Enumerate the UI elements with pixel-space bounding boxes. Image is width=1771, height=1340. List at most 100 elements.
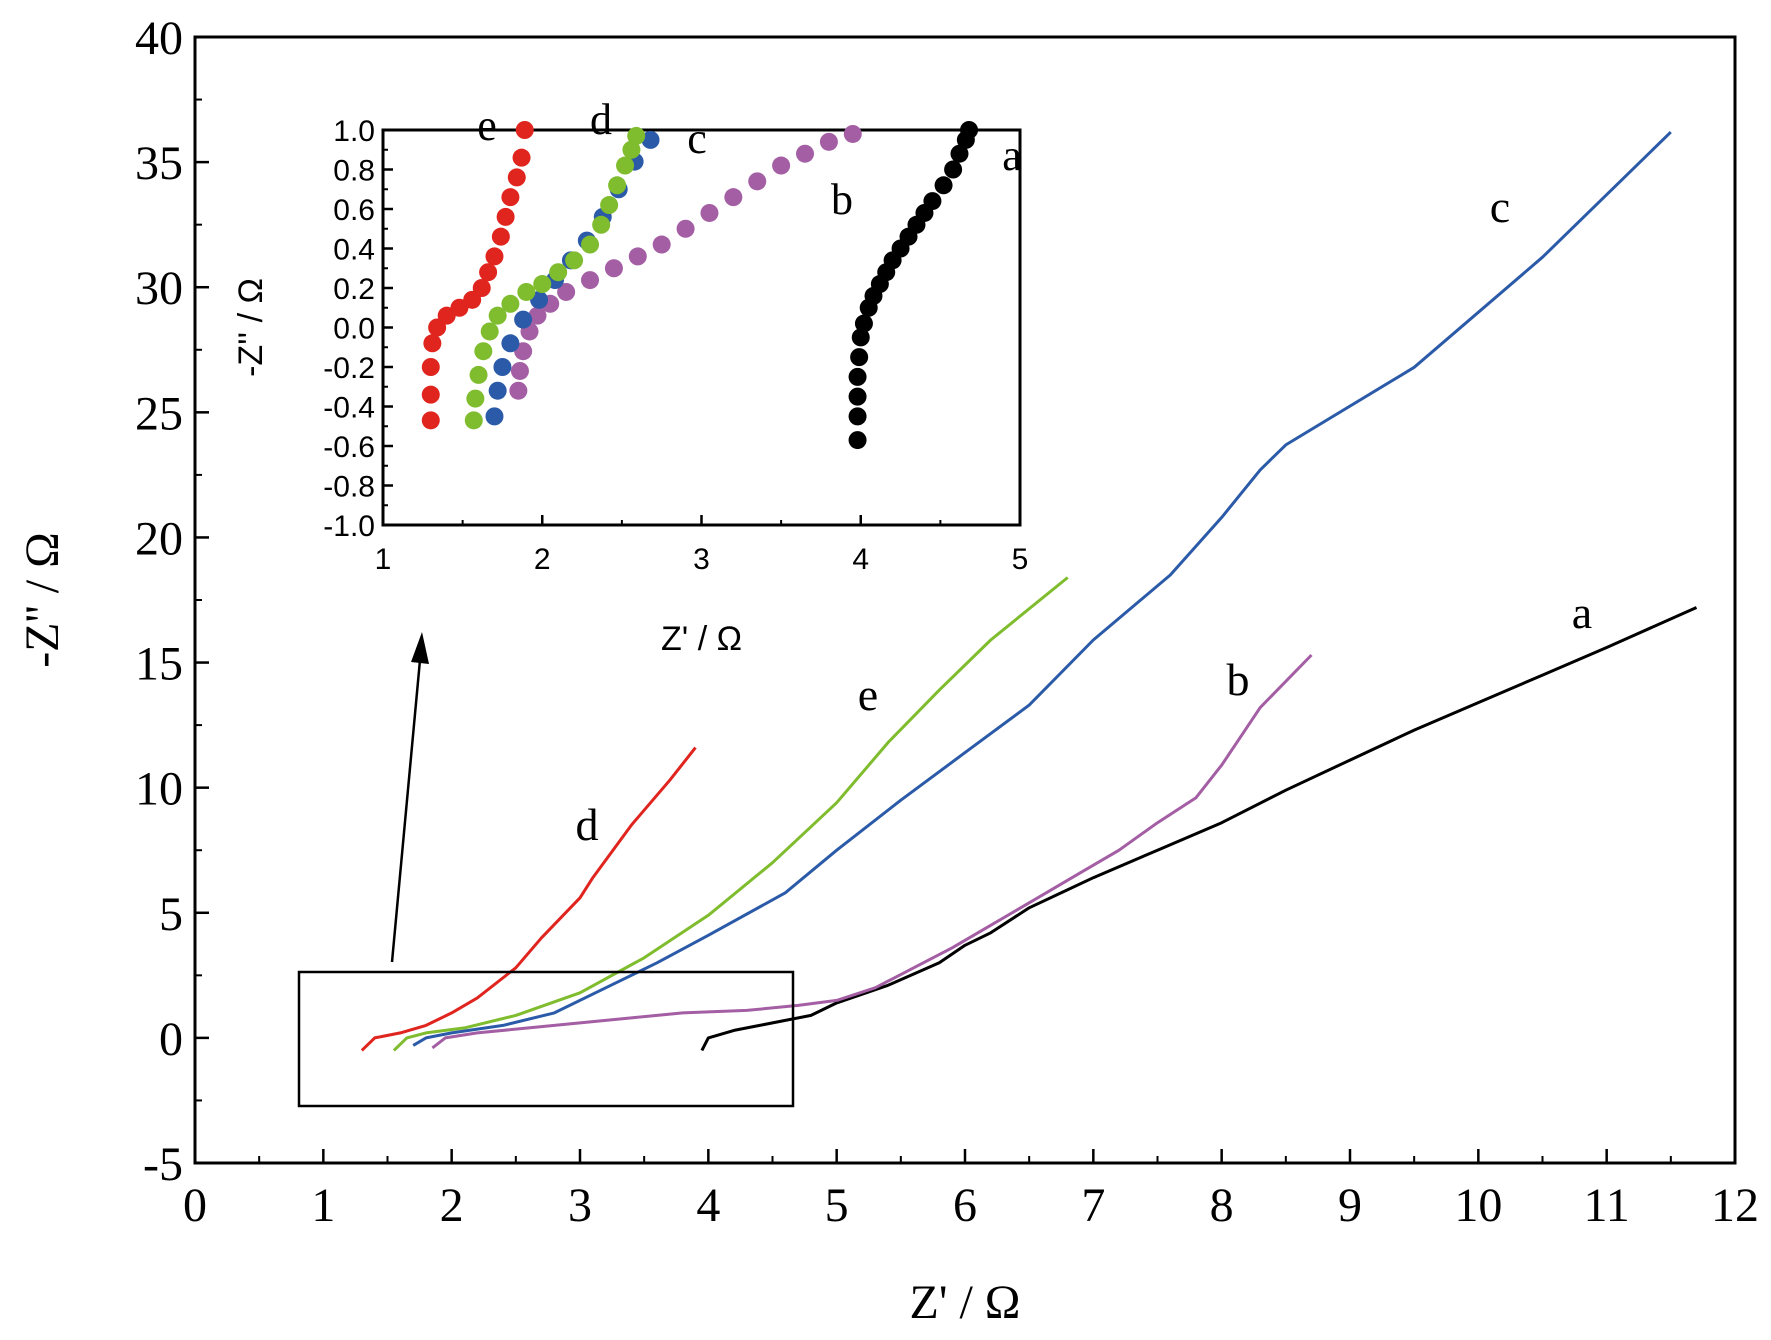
inset-series-d-point bbox=[488, 306, 507, 325]
inset-series-c-point bbox=[641, 130, 660, 149]
inset-series-label-e: e bbox=[477, 101, 497, 150]
inset-series-c-point bbox=[514, 310, 533, 329]
inset-series-b-point bbox=[510, 361, 529, 380]
inset-series-c-point bbox=[493, 358, 512, 376]
inset-series-d-point bbox=[616, 156, 635, 175]
inset-y-tick-label: 0.0 bbox=[333, 313, 375, 346]
main-y-tick-label: 35 bbox=[135, 137, 183, 190]
main-x-tick-label: 7 bbox=[1081, 1179, 1105, 1232]
inset-series-e-point bbox=[472, 279, 491, 297]
inset-series-b-point bbox=[604, 259, 623, 278]
inset-plot-frame bbox=[381, 128, 1022, 527]
main-series-a-line bbox=[700, 606, 1698, 1052]
inset-x-axis-label: Z' / Ω bbox=[661, 620, 742, 658]
inset-y-tick-label: -0.4 bbox=[323, 392, 375, 425]
zoom-arrowhead bbox=[411, 632, 429, 664]
inset-series-d-point bbox=[622, 140, 641, 159]
inset-x-tick-label: 1 bbox=[375, 543, 392, 576]
inset-y-tick-label: 1.0 bbox=[333, 115, 375, 148]
inset-series-e-point bbox=[421, 411, 440, 430]
inset-series-a-point bbox=[960, 121, 979, 139]
inset-series-d-point bbox=[480, 322, 499, 341]
inset-series-c-point bbox=[501, 334, 520, 353]
inset-series-e-point bbox=[491, 227, 510, 246]
main-x-tick-label: 9 bbox=[1338, 1179, 1362, 1232]
inset-series-a-point bbox=[848, 407, 867, 426]
inset-series-b-point bbox=[509, 381, 528, 400]
inset-x-tick-label: 3 bbox=[693, 543, 710, 576]
inset-plot: 1 2 3 4 5 1.0 0.8 0.6 0.4 0.2 0.0 -0.2 -0.4 -0.6 -0.8 -… bbox=[232, 95, 1028, 658]
inset-series-a-point bbox=[848, 387, 867, 406]
main-series-label-a: a bbox=[1572, 587, 1592, 638]
main-series-d-line bbox=[360, 746, 697, 1052]
main-y-tick-label: 20 bbox=[135, 512, 183, 565]
inset-series-a-point bbox=[934, 176, 953, 195]
main-y-tick-label: 5 bbox=[159, 888, 183, 941]
main-x-tick-label: 0 bbox=[183, 1179, 207, 1232]
zoom-region-box bbox=[297, 970, 795, 1108]
main-x-tick-label: 4 bbox=[696, 1179, 720, 1232]
main-x-tick-label: 5 bbox=[825, 1179, 849, 1232]
inset-series-d-point bbox=[533, 275, 552, 294]
inset-x-tick-label: 4 bbox=[852, 543, 869, 576]
inset-y-axis-label: -Z'' / Ω bbox=[232, 278, 270, 377]
inset-series-b-point bbox=[748, 172, 767, 191]
inset-x-tick-label: 2 bbox=[534, 543, 551, 576]
inset-series-a-point bbox=[848, 367, 867, 386]
inset-series-d-point bbox=[501, 294, 520, 313]
main-x-tick-label: 8 bbox=[1210, 1179, 1234, 1232]
inset-series-b-point bbox=[528, 306, 547, 325]
inset-series-d-point bbox=[464, 411, 483, 430]
main-x-tick-label: 6 bbox=[953, 1179, 977, 1232]
inset-series-b-point bbox=[676, 219, 695, 238]
inset-series-b-point bbox=[581, 271, 600, 290]
inset-y-tick-label: 0.4 bbox=[333, 234, 375, 267]
main-y-tick-label: 10 bbox=[135, 763, 183, 816]
inset-series-a-point bbox=[851, 328, 870, 347]
inset-series-e-point bbox=[421, 385, 440, 404]
main-y-tick-label: 30 bbox=[135, 262, 183, 315]
inset-series-b-point bbox=[796, 144, 815, 163]
main-series-b-line bbox=[431, 653, 1313, 1050]
zoom-annotation bbox=[297, 632, 795, 1108]
inset-series-c-point bbox=[485, 407, 504, 426]
inset-series-d-point bbox=[581, 235, 600, 254]
inset-y-tick-label: 0.8 bbox=[333, 155, 375, 188]
zoom-arrow-line bbox=[390, 659, 422, 963]
inset-y-tick-label: -0.6 bbox=[323, 431, 375, 464]
inset-y-tick-label: -1.0 bbox=[323, 510, 375, 543]
main-x-tick-label: 1 bbox=[311, 1179, 335, 1232]
inset-series-d-point bbox=[565, 251, 584, 270]
main-x-axis-label: Z' / Ω bbox=[910, 1276, 1021, 1329]
main-x-tick-label: 10 bbox=[1454, 1179, 1502, 1232]
inset-series-b-point bbox=[843, 124, 862, 143]
main-y-axis-label: -Z'' / Ω bbox=[16, 532, 69, 668]
inset-series-b-point bbox=[700, 203, 719, 222]
inset-series-label-c: c bbox=[687, 114, 707, 163]
inset-series-label-d: d bbox=[590, 95, 612, 144]
inset-series-b-point bbox=[652, 235, 671, 254]
main-x-tick-label: 11 bbox=[1584, 1179, 1630, 1232]
inset-series-e-point bbox=[501, 188, 520, 207]
inset-series-e-point bbox=[507, 168, 526, 187]
inset-series-d-point bbox=[466, 389, 485, 408]
inset-series-d-point bbox=[627, 126, 646, 145]
main-x-tick-label: 12 bbox=[1711, 1179, 1759, 1232]
inset-series-a-point bbox=[848, 431, 867, 450]
main-x-tick-label: 3 bbox=[568, 1179, 592, 1232]
inset-series-d-point bbox=[600, 196, 619, 215]
main-y-tick-label: -5 bbox=[143, 1138, 183, 1191]
main-x-tick-label: 2 bbox=[440, 1179, 464, 1232]
inset-series-e-point bbox=[479, 263, 498, 282]
main-y-tick-label: 15 bbox=[135, 638, 183, 691]
main-y-tick-label: 0 bbox=[159, 1013, 183, 1066]
inset-series-a-point bbox=[850, 348, 869, 367]
main-series-c-line bbox=[412, 131, 1672, 1047]
inset-series-e-point bbox=[485, 247, 504, 266]
inset-series-d-point bbox=[517, 282, 536, 301]
main-series-label-b: b bbox=[1227, 654, 1250, 705]
main-y-tick-label: 40 bbox=[135, 12, 183, 65]
inset-series-label-b: b bbox=[831, 175, 853, 224]
inset-series-e-point bbox=[496, 207, 515, 226]
